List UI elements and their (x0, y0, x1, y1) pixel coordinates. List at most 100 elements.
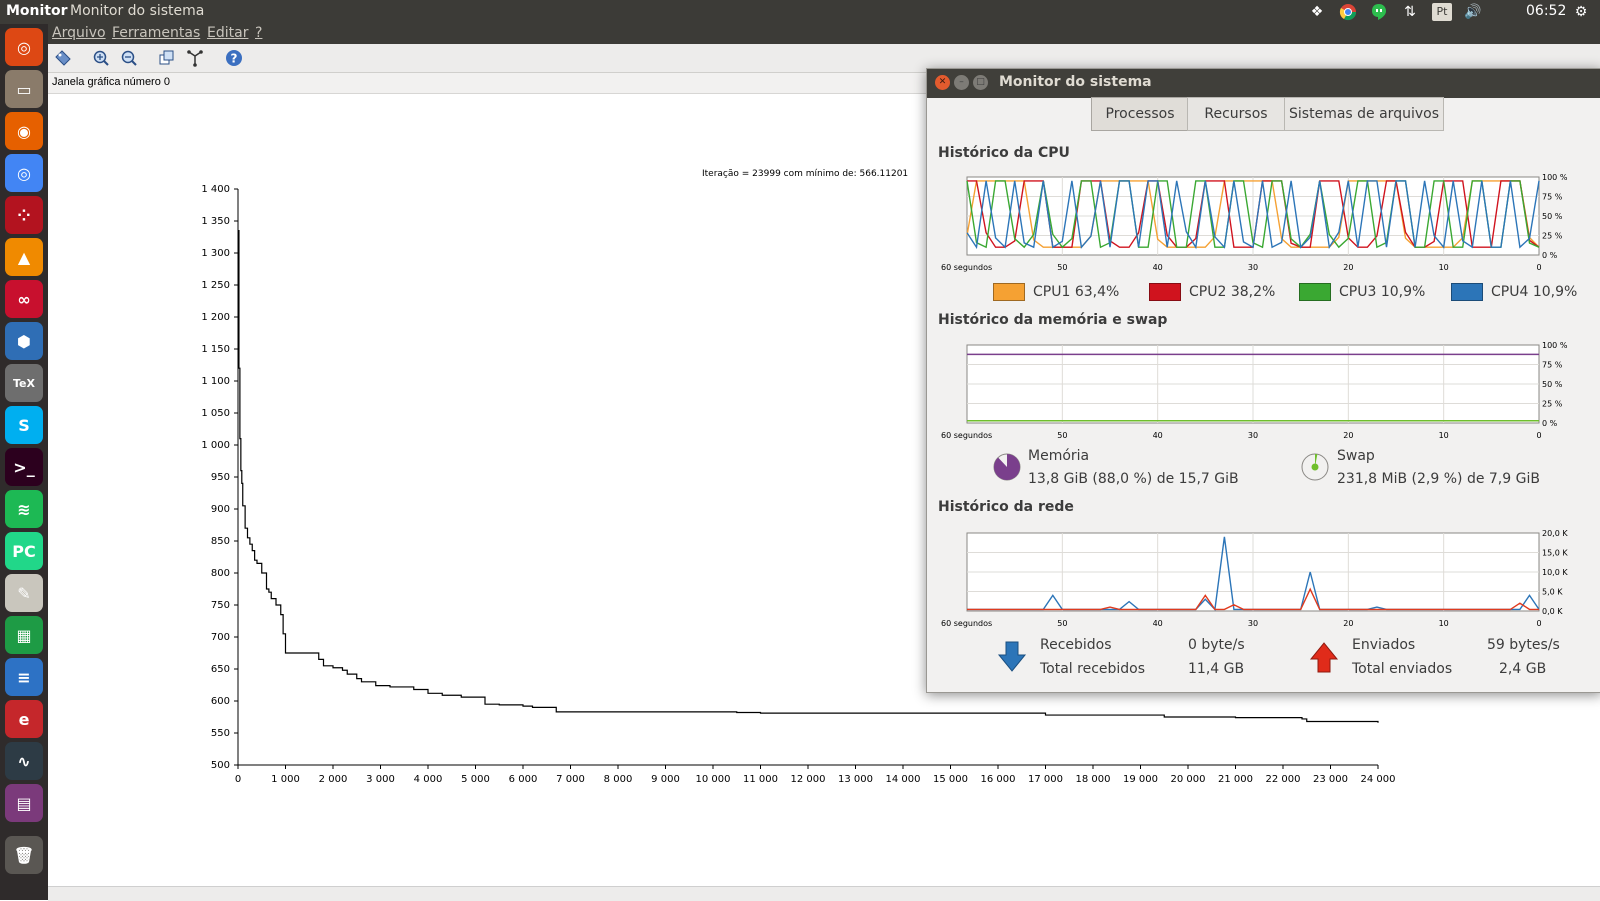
swap-pie-icon (1301, 453, 1329, 481)
zoom-out-icon[interactable] (120, 49, 138, 67)
cpu-color-swatch[interactable] (1299, 283, 1331, 301)
zoom-in-icon[interactable] (92, 49, 110, 67)
menu-editar[interactable]: Editar (207, 25, 249, 41)
network-x-label: 40 (1153, 619, 1163, 628)
launcher-evince[interactable]: e (5, 700, 43, 738)
cpu-history-line (966, 180, 1540, 250)
chart-title: Iteração = 23999 com mínimo de: 566.1120… (702, 169, 908, 179)
minimize-button[interactable]: – (954, 75, 969, 90)
network-x-label: 60 segundos (941, 619, 992, 628)
network-y-label: 20,0 K (1542, 529, 1568, 538)
upload-arrow-icon (1309, 642, 1339, 673)
cpu-color-swatch[interactable] (993, 283, 1025, 301)
y-tick-label: 1 350 (201, 216, 230, 227)
menu-help[interactable]: ? (255, 25, 263, 41)
launcher-vlc[interactable]: ▲ (5, 238, 43, 276)
cpu-color-swatch[interactable] (1149, 283, 1181, 301)
cpu-legend-item[interactable]: CPU3 10,9% (1299, 283, 1425, 301)
rotate-icon[interactable] (158, 49, 176, 67)
cpu-legend-label: CPU4 10,9% (1491, 284, 1578, 300)
network-history-graph: 20,0 K 15,0 K 10,0 K 5,0 K 0,0 K 60 segundos 5… (941, 529, 1568, 628)
launcher-spotify[interactable]: ≋ (5, 490, 43, 528)
close-button[interactable]: ✕ (935, 75, 950, 90)
launcher-mendeley[interactable]: ∞ (5, 280, 43, 318)
virtualbox-icon: ⬢ (17, 331, 31, 351)
chrome-icon[interactable] (1339, 3, 1357, 21)
memory-y-label: 75 % (1542, 361, 1563, 370)
cpu-legend-item[interactable]: CPU1 63,4% (993, 283, 1119, 301)
cpu-x-label: 20 (1343, 263, 1353, 272)
x-tick-label: 19 000 (1123, 774, 1158, 785)
maximize-button[interactable]: □ (973, 75, 988, 90)
menu-bar: Arquivo Ferramentas Editar ? (48, 24, 1600, 44)
launcher-trash[interactable]: 🗑 (5, 836, 43, 874)
tab-recursos[interactable]: Recursos (1187, 97, 1285, 131)
launcher-firefox[interactable]: ◉ (5, 112, 43, 150)
pycharm-icon: PC (12, 541, 36, 561)
menu-ferramentas[interactable]: Ferramentas (112, 25, 201, 41)
x-tick-label: 21 000 (1218, 774, 1253, 785)
y-tick-label: 550 (211, 728, 230, 739)
launcher-skype[interactable]: S (5, 406, 43, 444)
cpu-legend-label: CPU3 10,9% (1339, 284, 1426, 300)
x-tick-label: 17 000 (1028, 774, 1063, 785)
clock[interactable]: 06:52 (1526, 3, 1567, 19)
network-icon[interactable]: ⇅ (1404, 4, 1416, 20)
launcher-dice[interactable]: ⁘ (5, 196, 43, 234)
system-monitor-titlebar[interactable]: ✕ – □ Monitor do sistema (927, 69, 1600, 98)
y-tick-label: 600 (211, 696, 230, 707)
keyboard-layout-indicator[interactable]: Pt (1432, 3, 1452, 21)
memory-x-label: 60 segundos (941, 431, 992, 440)
dropbox-icon[interactable]: ❖ (1310, 4, 1324, 20)
launcher-virtualbox[interactable]: ⬢ (5, 322, 43, 360)
x-tick-label: 20 000 (1171, 774, 1206, 785)
tab-sistemas-de-arquivos[interactable]: Sistemas de arquivos (1284, 97, 1444, 131)
cpu-y-label: 50 % (1542, 212, 1563, 221)
cpu-x-label: 30 (1248, 263, 1258, 272)
menu-arquivo[interactable]: Arquivo (52, 25, 106, 41)
launcher-ubuntu-dash[interactable]: ◎ (5, 28, 43, 66)
cpu-legend-item[interactable]: CPU2 38,2% (1149, 283, 1275, 301)
hangouts-icon[interactable] (1370, 3, 1388, 21)
x-tick-label: 8 000 (604, 774, 633, 785)
cpu-color-swatch[interactable] (1451, 283, 1483, 301)
help-icon[interactable]: ? (225, 49, 243, 67)
active-app-name: Monitor (6, 3, 68, 19)
datatip-icon[interactable] (54, 49, 72, 67)
graphic-bottom-bar (48, 886, 1600, 901)
launcher-workspaces[interactable]: ▤ (5, 784, 43, 822)
y-tick-label: 1 100 (201, 376, 230, 387)
network-x-label: 30 (1248, 619, 1258, 628)
launcher-terminal[interactable]: >_ (5, 448, 43, 486)
launcher-pycharm[interactable]: PC (5, 532, 43, 570)
pie-fill (993, 454, 1020, 480)
launcher-text-editor[interactable]: ✎ (5, 574, 43, 612)
mendeley-icon: ∞ (17, 289, 31, 309)
launcher-calc[interactable]: ▦ (5, 616, 43, 654)
memory-y-label: 25 % (1542, 400, 1563, 409)
x-tick-label: 2 000 (319, 774, 348, 785)
spotify-icon: ≋ (17, 499, 31, 519)
network-x-label: 20 (1343, 619, 1353, 628)
skype-icon: S (18, 415, 30, 435)
launcher-files[interactable]: ▭ (5, 70, 43, 108)
settings-gear-icon[interactable]: ⚙ (1574, 4, 1588, 20)
launcher-system-monitor[interactable]: ∿ (5, 742, 43, 780)
axes-icon[interactable] (186, 49, 204, 67)
volume-icon[interactable]: 🔊 (1464, 4, 1482, 20)
x-tick-label: 18 000 (1076, 774, 1111, 785)
cpu-legend-item[interactable]: CPU4 10,9% (1451, 283, 1577, 301)
network-y-label: 15,0 K (1542, 549, 1568, 558)
launcher-chrome[interactable]: ◎ (5, 154, 43, 192)
launcher-writer[interactable]: ≡ (5, 658, 43, 696)
spreadsheet-icon: ▦ (16, 625, 32, 645)
y-tick-label: 500 (211, 760, 230, 771)
y-tick-label: 1 250 (201, 280, 230, 291)
cpu-y-label: 75 % (1542, 193, 1563, 202)
cpu-y-label: 0 % (1542, 251, 1558, 260)
launcher-texmaker[interactable]: TeX (5, 364, 43, 402)
memory-y-label: 100 % (1542, 341, 1568, 350)
tab-processos[interactable]: Processos (1091, 97, 1189, 131)
convergence-plot: Iteração = 23999 com mínimo de: 566.1120… (201, 169, 1395, 785)
x-tick-label: 22 000 (1266, 774, 1301, 785)
